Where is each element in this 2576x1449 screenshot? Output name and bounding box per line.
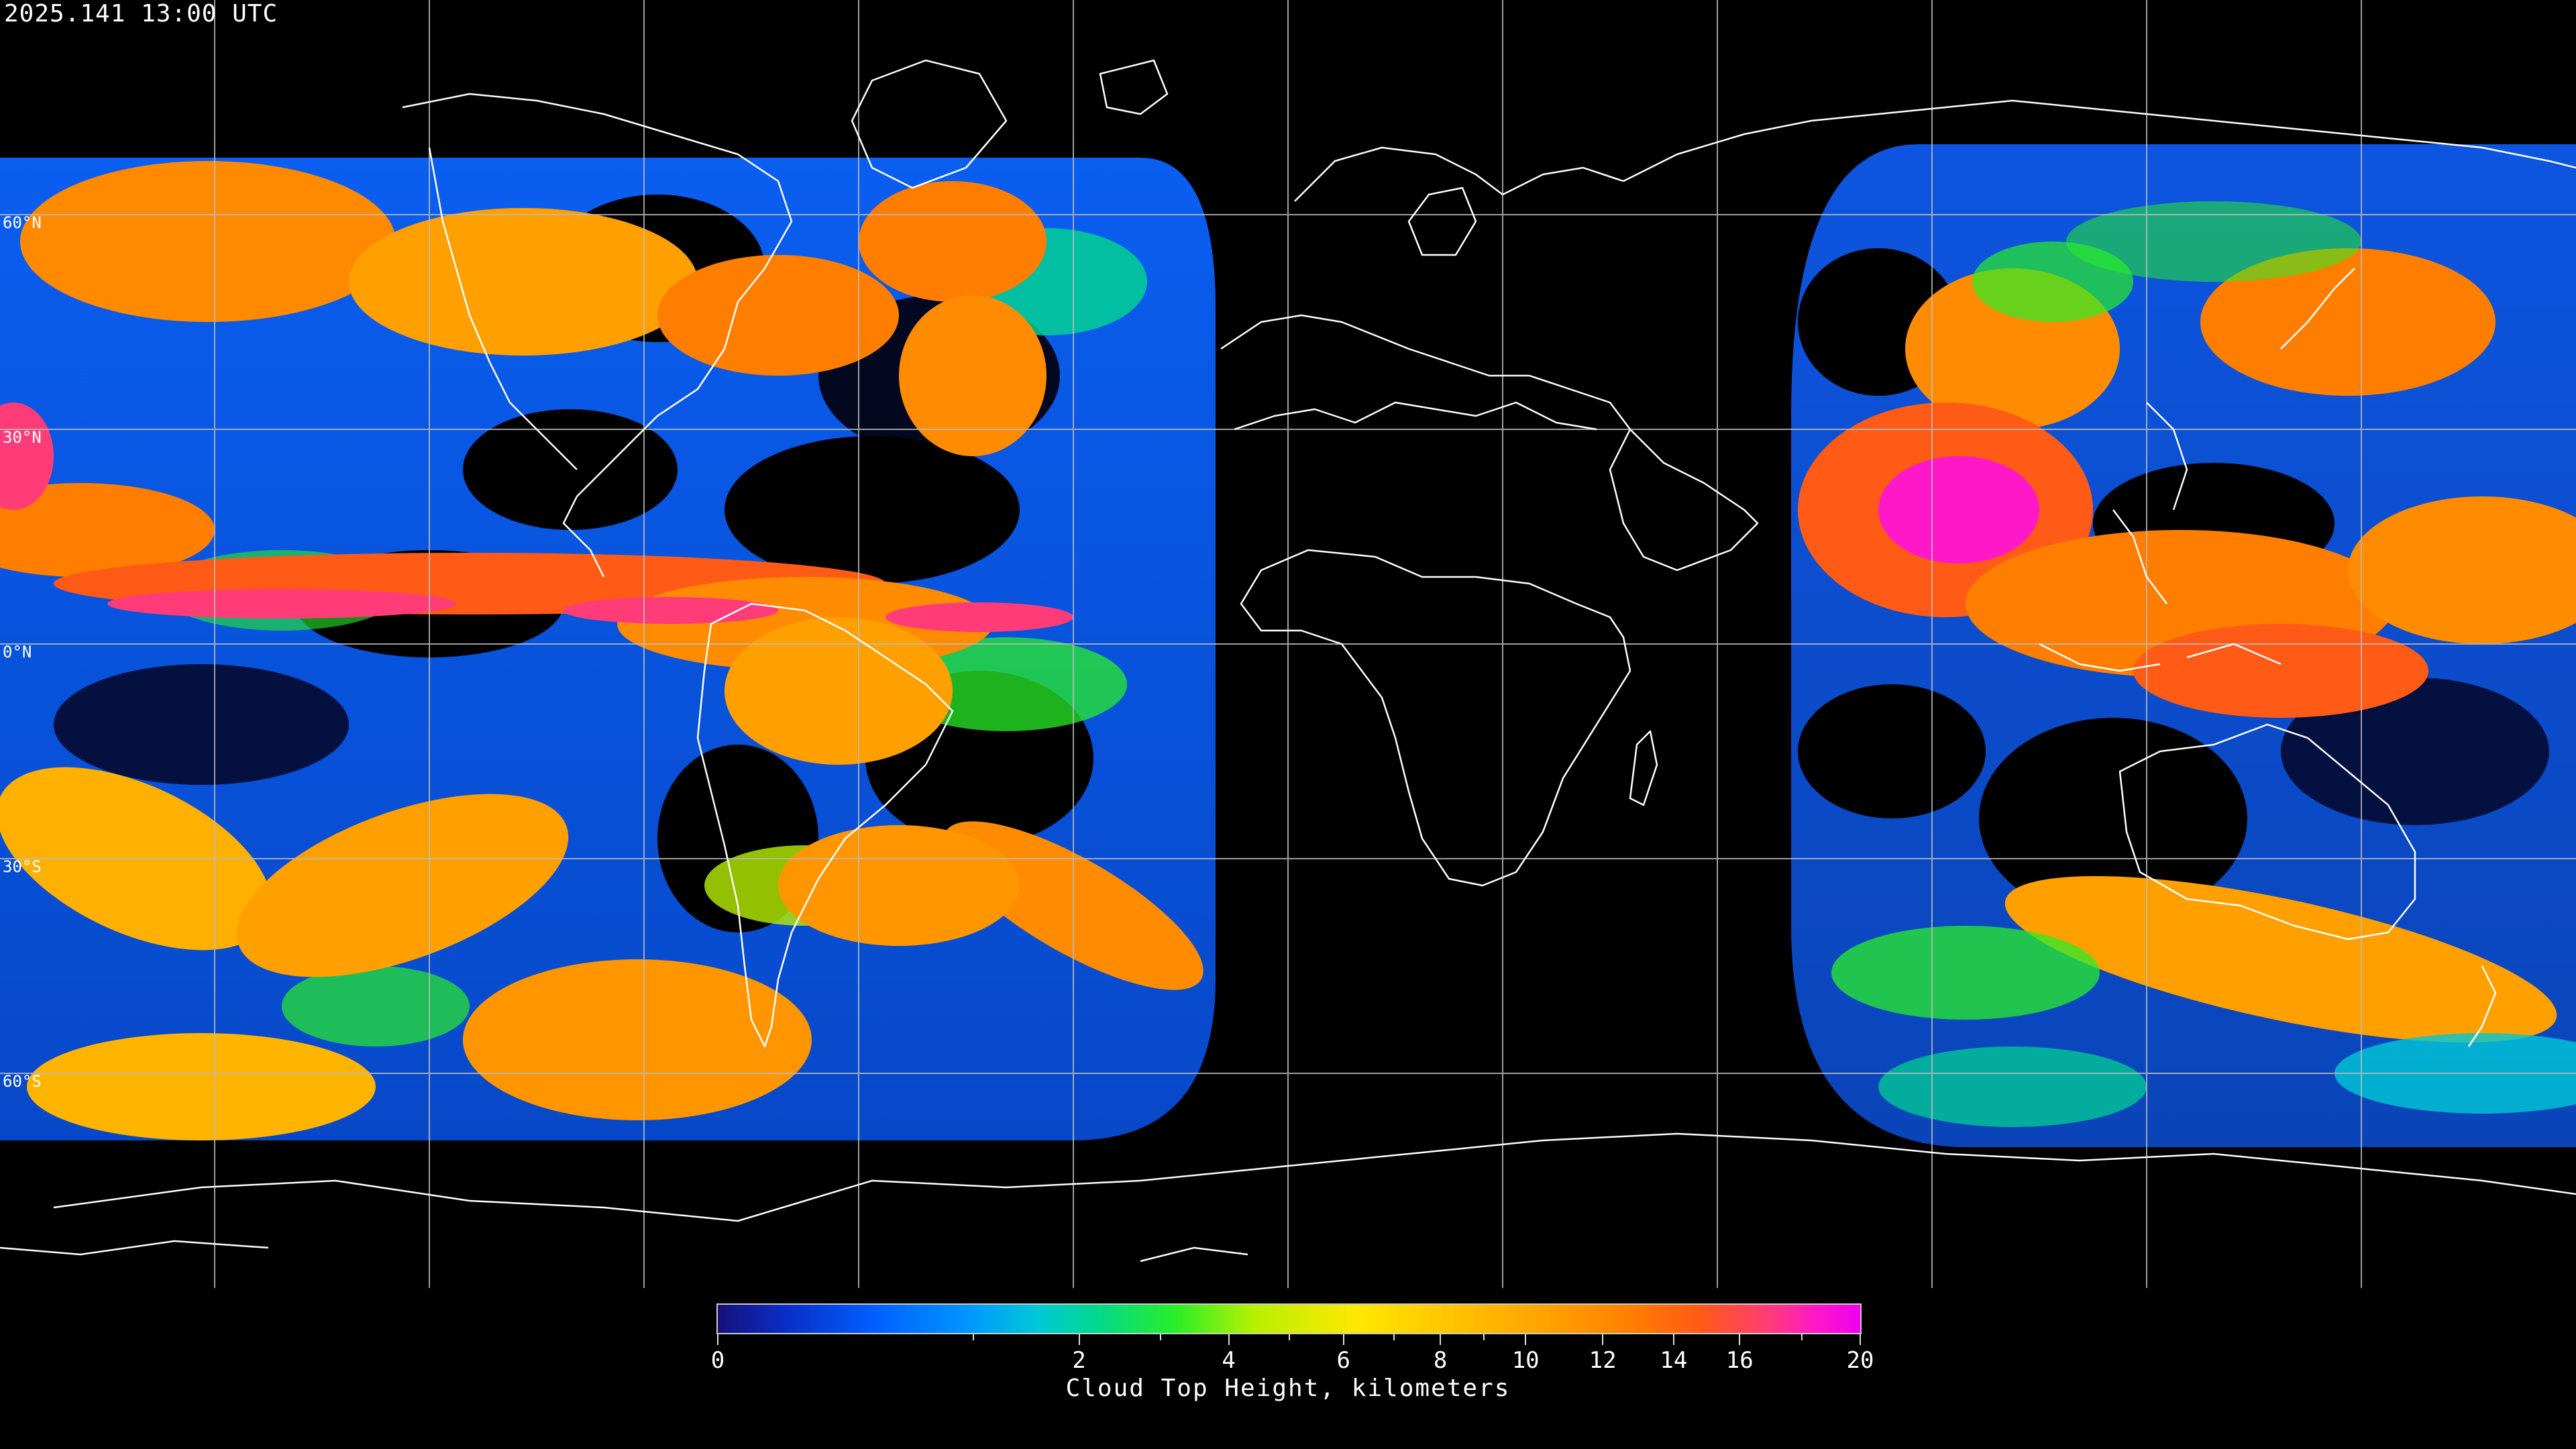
colorbar-major-tick [1228,1334,1230,1345]
lat-label-0n: 0°N [3,643,32,661]
colorbar-tick-label: 2 [1072,1347,1086,1374]
timestamp: 2025.141 13:00 UTC [4,0,278,28]
colorbar-tick-label: 20 [1846,1347,1874,1374]
east-satellite-disk [1791,144,2576,1147]
colorbar-major-tick [1860,1334,1861,1345]
colorbar-tick-label: 8 [1433,1347,1448,1374]
satellite-map: 2025.141 13:00 UTC 60°N 30°N 0°N 30°S 60… [0,0,2576,1290]
colorbar-tick-label: 0 [710,1347,725,1374]
colorbar-major-tick [717,1334,718,1345]
colorbar-minor-tick [1159,1334,1161,1340]
colorbar-tick-label: 12 [1589,1347,1617,1374]
colorbar-major-tick [1342,1334,1344,1345]
colorbar-minor-tick [1483,1334,1485,1340]
colorbar-major-tick [1525,1334,1527,1345]
colorbar-major-tick [1078,1334,1080,1345]
west-satellite-disk [0,158,1216,1140]
coastlines [0,59,2576,1263]
colorbar-major-tick [1672,1334,1674,1345]
colorbar-minor-tick [1288,1334,1290,1340]
colorbar-tick-label: 6 [1336,1347,1351,1374]
colorbar-major-tick [1602,1334,1604,1345]
colorbar-tick-label: 16 [1725,1347,1754,1374]
colorbar-legend: 0 2 4 6 8 10 12 14 16 20 Cloud Top Height, kilome… [0,1288,2576,1449]
colorbar [716,1303,1862,1334]
colorbar-tick-label: 4 [1222,1347,1236,1374]
legend-title: Cloud Top Height, kilometers [1065,1375,1511,1402]
colorbar-tick-label: 14 [1660,1347,1688,1374]
colorbar-tick-label: 10 [1511,1347,1540,1374]
lat-label-30n: 30°N [3,428,42,447]
lat-label-60s: 60°S [3,1072,42,1091]
colorbar-minor-tick [972,1334,974,1340]
colorbar-major-tick [1440,1334,1442,1345]
colorbar-minor-tick [1801,1334,1803,1340]
colorbar-major-tick [1739,1334,1741,1345]
cloud-top-height-map [0,0,2576,1288]
colorbar-minor-tick [1393,1334,1395,1340]
lat-label-60n: 60°N [3,213,42,232]
lat-label-30s: 30°S [3,857,42,876]
graticule [0,0,2576,1288]
